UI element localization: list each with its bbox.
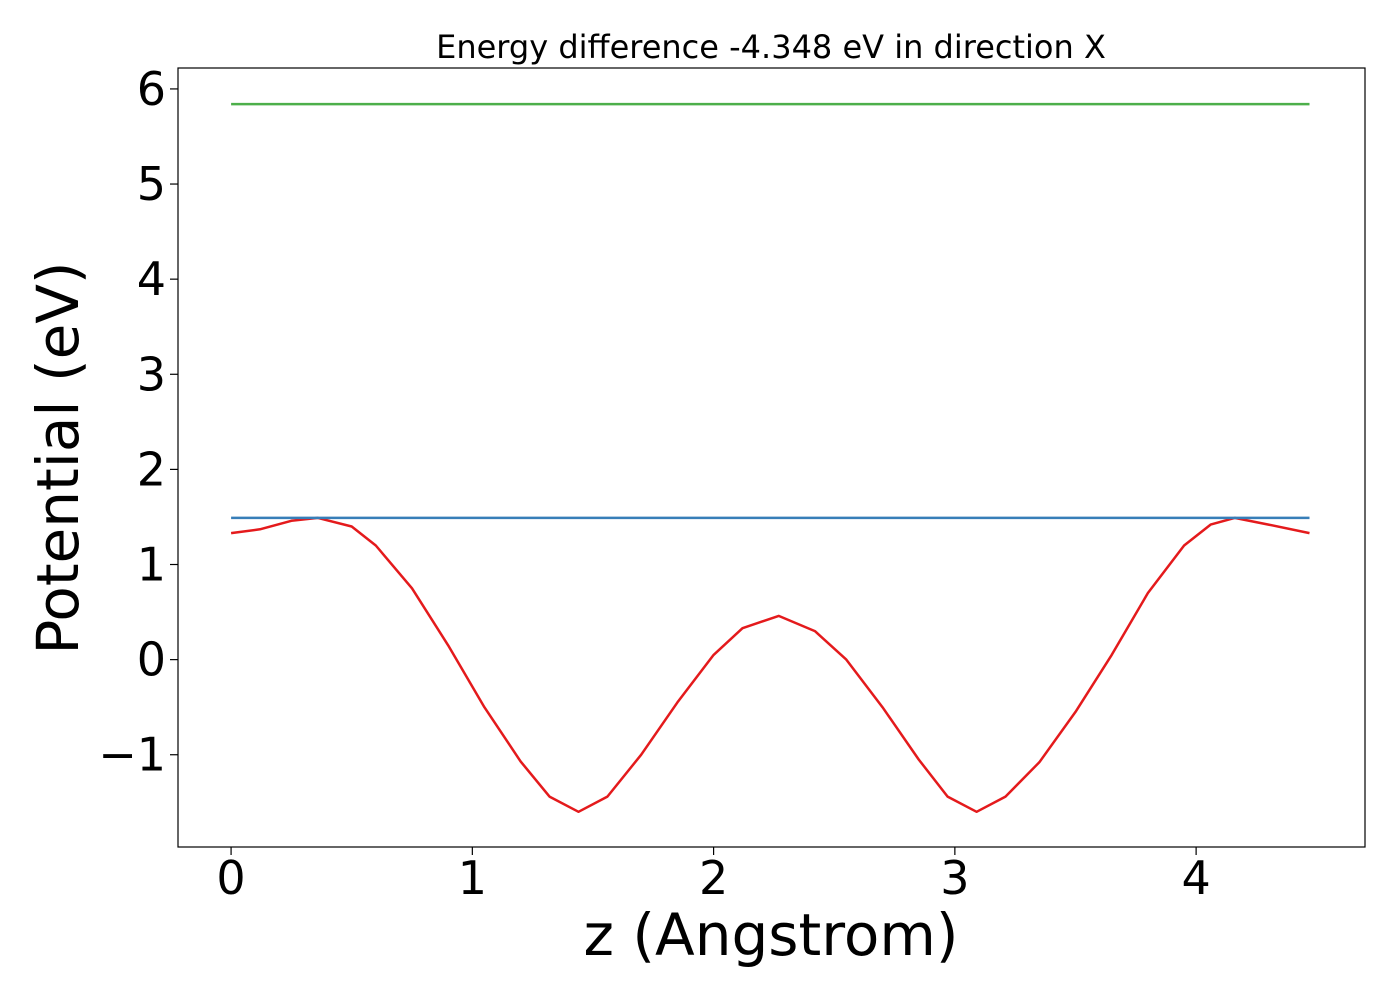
y-tick-label: 6 [137, 62, 166, 116]
plot-area [230, 102, 1310, 814]
y-tick-label: 1 [137, 538, 166, 592]
x-axis: 0 1 2 3 4 [216, 847, 1211, 905]
x-tick-label: 3 [940, 851, 969, 905]
x-tick-label: 1 [458, 851, 487, 905]
x-tick-label: 4 [1181, 851, 1210, 905]
x-axis-label: z (Angstrom) [584, 901, 959, 969]
x-tick-label: 2 [699, 851, 728, 905]
plot-frame [177, 67, 1366, 848]
y-tick-label: 5 [137, 157, 166, 211]
y-axis-label: Potential (eV) [24, 261, 92, 654]
y-tick-label: 4 [137, 252, 166, 306]
y-tick-label: 3 [137, 347, 166, 401]
series-line-0 [230, 516, 1310, 814]
y-tick-label: −1 [98, 728, 166, 782]
x-tick-label: 0 [216, 851, 245, 905]
y-tick-label: 0 [137, 633, 166, 687]
chart-title: Energy difference -4.348 eV in direction… [436, 28, 1106, 66]
y-tick-label: 2 [137, 442, 166, 496]
y-axis: −1 0 1 2 3 4 5 6 [98, 62, 178, 782]
